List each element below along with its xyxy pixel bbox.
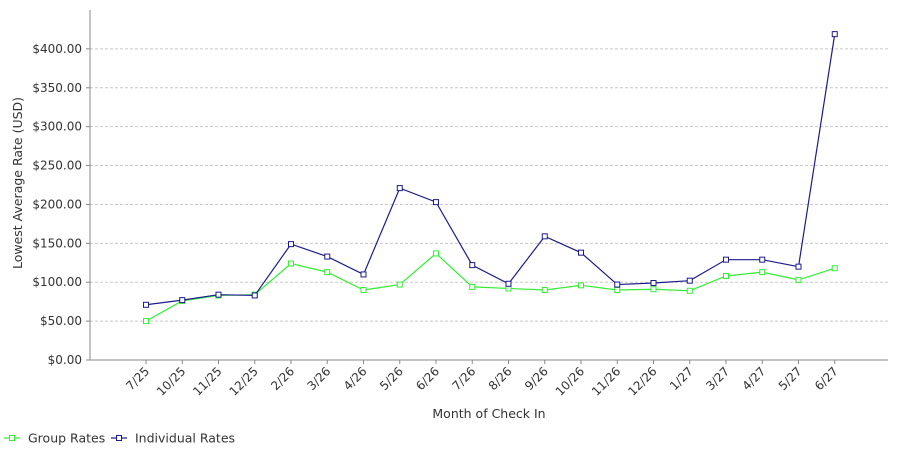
x-tick-label: 5/27 <box>776 364 805 393</box>
y-tick-label: $300.00 <box>32 120 82 134</box>
data-point <box>179 297 186 304</box>
x-tick-label: 12/25 <box>227 364 261 398</box>
y-tick-label: $400.00 <box>32 42 82 56</box>
data-point <box>614 281 621 288</box>
data-point <box>541 233 548 240</box>
data-point <box>723 256 729 263</box>
y-axis-title: Lowest Average Rate (USD) <box>10 97 25 269</box>
data-point <box>686 277 693 284</box>
x-tick-labels: 7/25 10/25 11/25 12/25 2/26 3/26 4/26 5/26 6/26 7… <box>123 364 841 398</box>
x-tick-label: 10/25 <box>154 364 188 398</box>
legend-marker <box>9 435 15 441</box>
y-tick-label: $50.00 <box>40 314 82 328</box>
series-group-rates <box>143 250 838 325</box>
x-tick-label: 3/27 <box>703 364 732 393</box>
data-point <box>541 287 548 293</box>
data-point <box>831 265 838 272</box>
y-tick-label: $250.00 <box>32 159 82 173</box>
data-point <box>360 271 367 278</box>
series-individual-rates <box>143 31 838 308</box>
legend-label: Individual Rates <box>135 431 235 446</box>
data-point <box>360 287 367 293</box>
data-point <box>650 286 657 293</box>
series-line <box>145 252 835 322</box>
data-point <box>433 199 439 206</box>
data-point <box>759 269 766 276</box>
data-point <box>578 249 584 256</box>
legend-marker <box>116 435 122 441</box>
x-tick-label: 2/26 <box>268 364 297 393</box>
data-point <box>288 241 294 248</box>
data-point <box>795 276 802 283</box>
series <box>143 31 838 325</box>
data-point <box>469 283 476 290</box>
y-tick-labels: $0.00 $50.00 $100.00 $150.00 $200.00 $250.00 $… <box>32 42 82 367</box>
x-tick-label: 6/26 <box>413 364 442 393</box>
x-tick-label: 9/26 <box>522 364 551 393</box>
x-tick-label: 12/26 <box>625 364 659 398</box>
axes <box>86 10 888 364</box>
data-point <box>215 291 222 298</box>
series-line <box>145 34 836 306</box>
x-tick-label: 11/25 <box>190 364 224 398</box>
data-point <box>396 185 403 192</box>
x-tick-label: 3/26 <box>304 364 333 393</box>
data-point <box>759 256 766 263</box>
x-tick-label: 4/27 <box>739 364 768 393</box>
x-tick-label: 5/26 <box>377 364 406 393</box>
legend: Group Rates Individual Rates <box>4 431 235 446</box>
x-tick-label: 11/26 <box>589 364 623 398</box>
data-point <box>143 318 149 325</box>
data-point <box>324 269 331 276</box>
data-point <box>686 287 693 294</box>
legend-item: Group Rates <box>4 431 105 446</box>
data-point <box>723 273 729 279</box>
data-point <box>650 280 657 286</box>
data-point <box>831 31 838 38</box>
y-tick-label: $350.00 <box>32 81 82 95</box>
x-tick-label: 7/25 <box>123 364 152 393</box>
data-point <box>143 301 149 308</box>
data-point <box>324 253 331 260</box>
x-tick-label: 8/26 <box>486 364 515 393</box>
x-tick-label: 4/26 <box>341 364 370 393</box>
y-tick-label: $0.00 <box>48 353 82 367</box>
legend-label: Group Rates <box>28 431 105 446</box>
x-tick-label: 10/26 <box>553 364 587 398</box>
x-tick-label: 6/27 <box>812 364 841 393</box>
x-tick-label: 1/27 <box>667 364 696 393</box>
y-tick-label: $200.00 <box>32 197 82 211</box>
data-point <box>578 282 584 289</box>
data-point <box>396 281 403 288</box>
data-point <box>469 262 476 269</box>
y-tick-label: $100.00 <box>32 275 82 289</box>
x-axis-title: Month of Check In <box>432 406 545 421</box>
x-tick-label: 7/26 <box>449 364 478 393</box>
data-point <box>288 260 294 267</box>
legend-item: Individual Rates <box>111 431 235 446</box>
data-point <box>795 263 802 270</box>
data-point <box>505 280 512 287</box>
y-tick-label: $150.00 <box>32 236 82 250</box>
data-point <box>433 250 439 257</box>
grid-lines <box>90 48 888 322</box>
data-point <box>614 287 621 293</box>
data-point <box>251 292 258 299</box>
